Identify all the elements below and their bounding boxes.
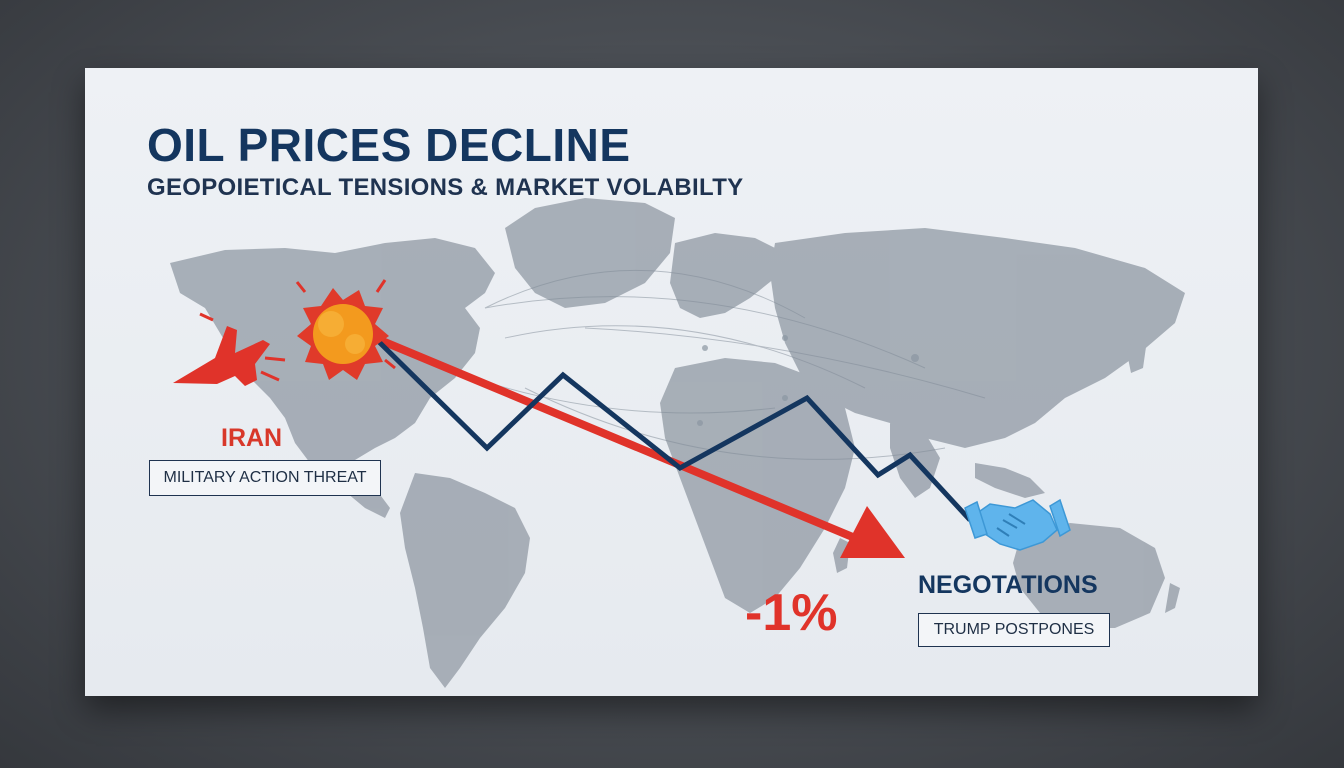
military-action-box: MILITARY ACTION THREAT bbox=[149, 460, 381, 496]
greenland bbox=[505, 198, 675, 308]
fighter-jet-icon bbox=[173, 312, 286, 386]
connection-nodes bbox=[697, 335, 919, 426]
asia bbox=[770, 228, 1185, 448]
japan bbox=[1127, 333, 1147, 373]
percent-change: -1% bbox=[745, 584, 838, 642]
page-subtitle: GEOPOIETICAL TENSIONS & MARKET VOLABILTY bbox=[147, 174, 744, 201]
page-title: OIL PRICES DECLINE bbox=[147, 119, 631, 171]
explosion-icon bbox=[295, 279, 396, 380]
world-map-scene bbox=[170, 198, 1185, 688]
iran-label: IRAN bbox=[221, 424, 283, 452]
africa bbox=[660, 358, 855, 613]
new-zealand bbox=[1165, 583, 1180, 613]
decline-arrow bbox=[371, 334, 905, 558]
south-america bbox=[400, 473, 530, 688]
trump-postpones-box: TRUMP POSTPONES bbox=[918, 613, 1110, 647]
price-line bbox=[373, 336, 972, 522]
australia bbox=[1013, 523, 1165, 628]
military-action-text: MILITARY ACTION THREAT bbox=[163, 469, 367, 486]
infographic-card: OIL PRICES DECLINE GEOPOIETICAL TENSIONS… bbox=[85, 68, 1258, 696]
negotiations-label: NEGOTATIONS bbox=[918, 571, 1098, 599]
handshake-icon bbox=[964, 498, 1071, 551]
southeast-asia bbox=[975, 463, 1045, 498]
europe bbox=[670, 233, 785, 318]
trump-postpones-text: TRUMP POSTPONES bbox=[933, 621, 1095, 638]
